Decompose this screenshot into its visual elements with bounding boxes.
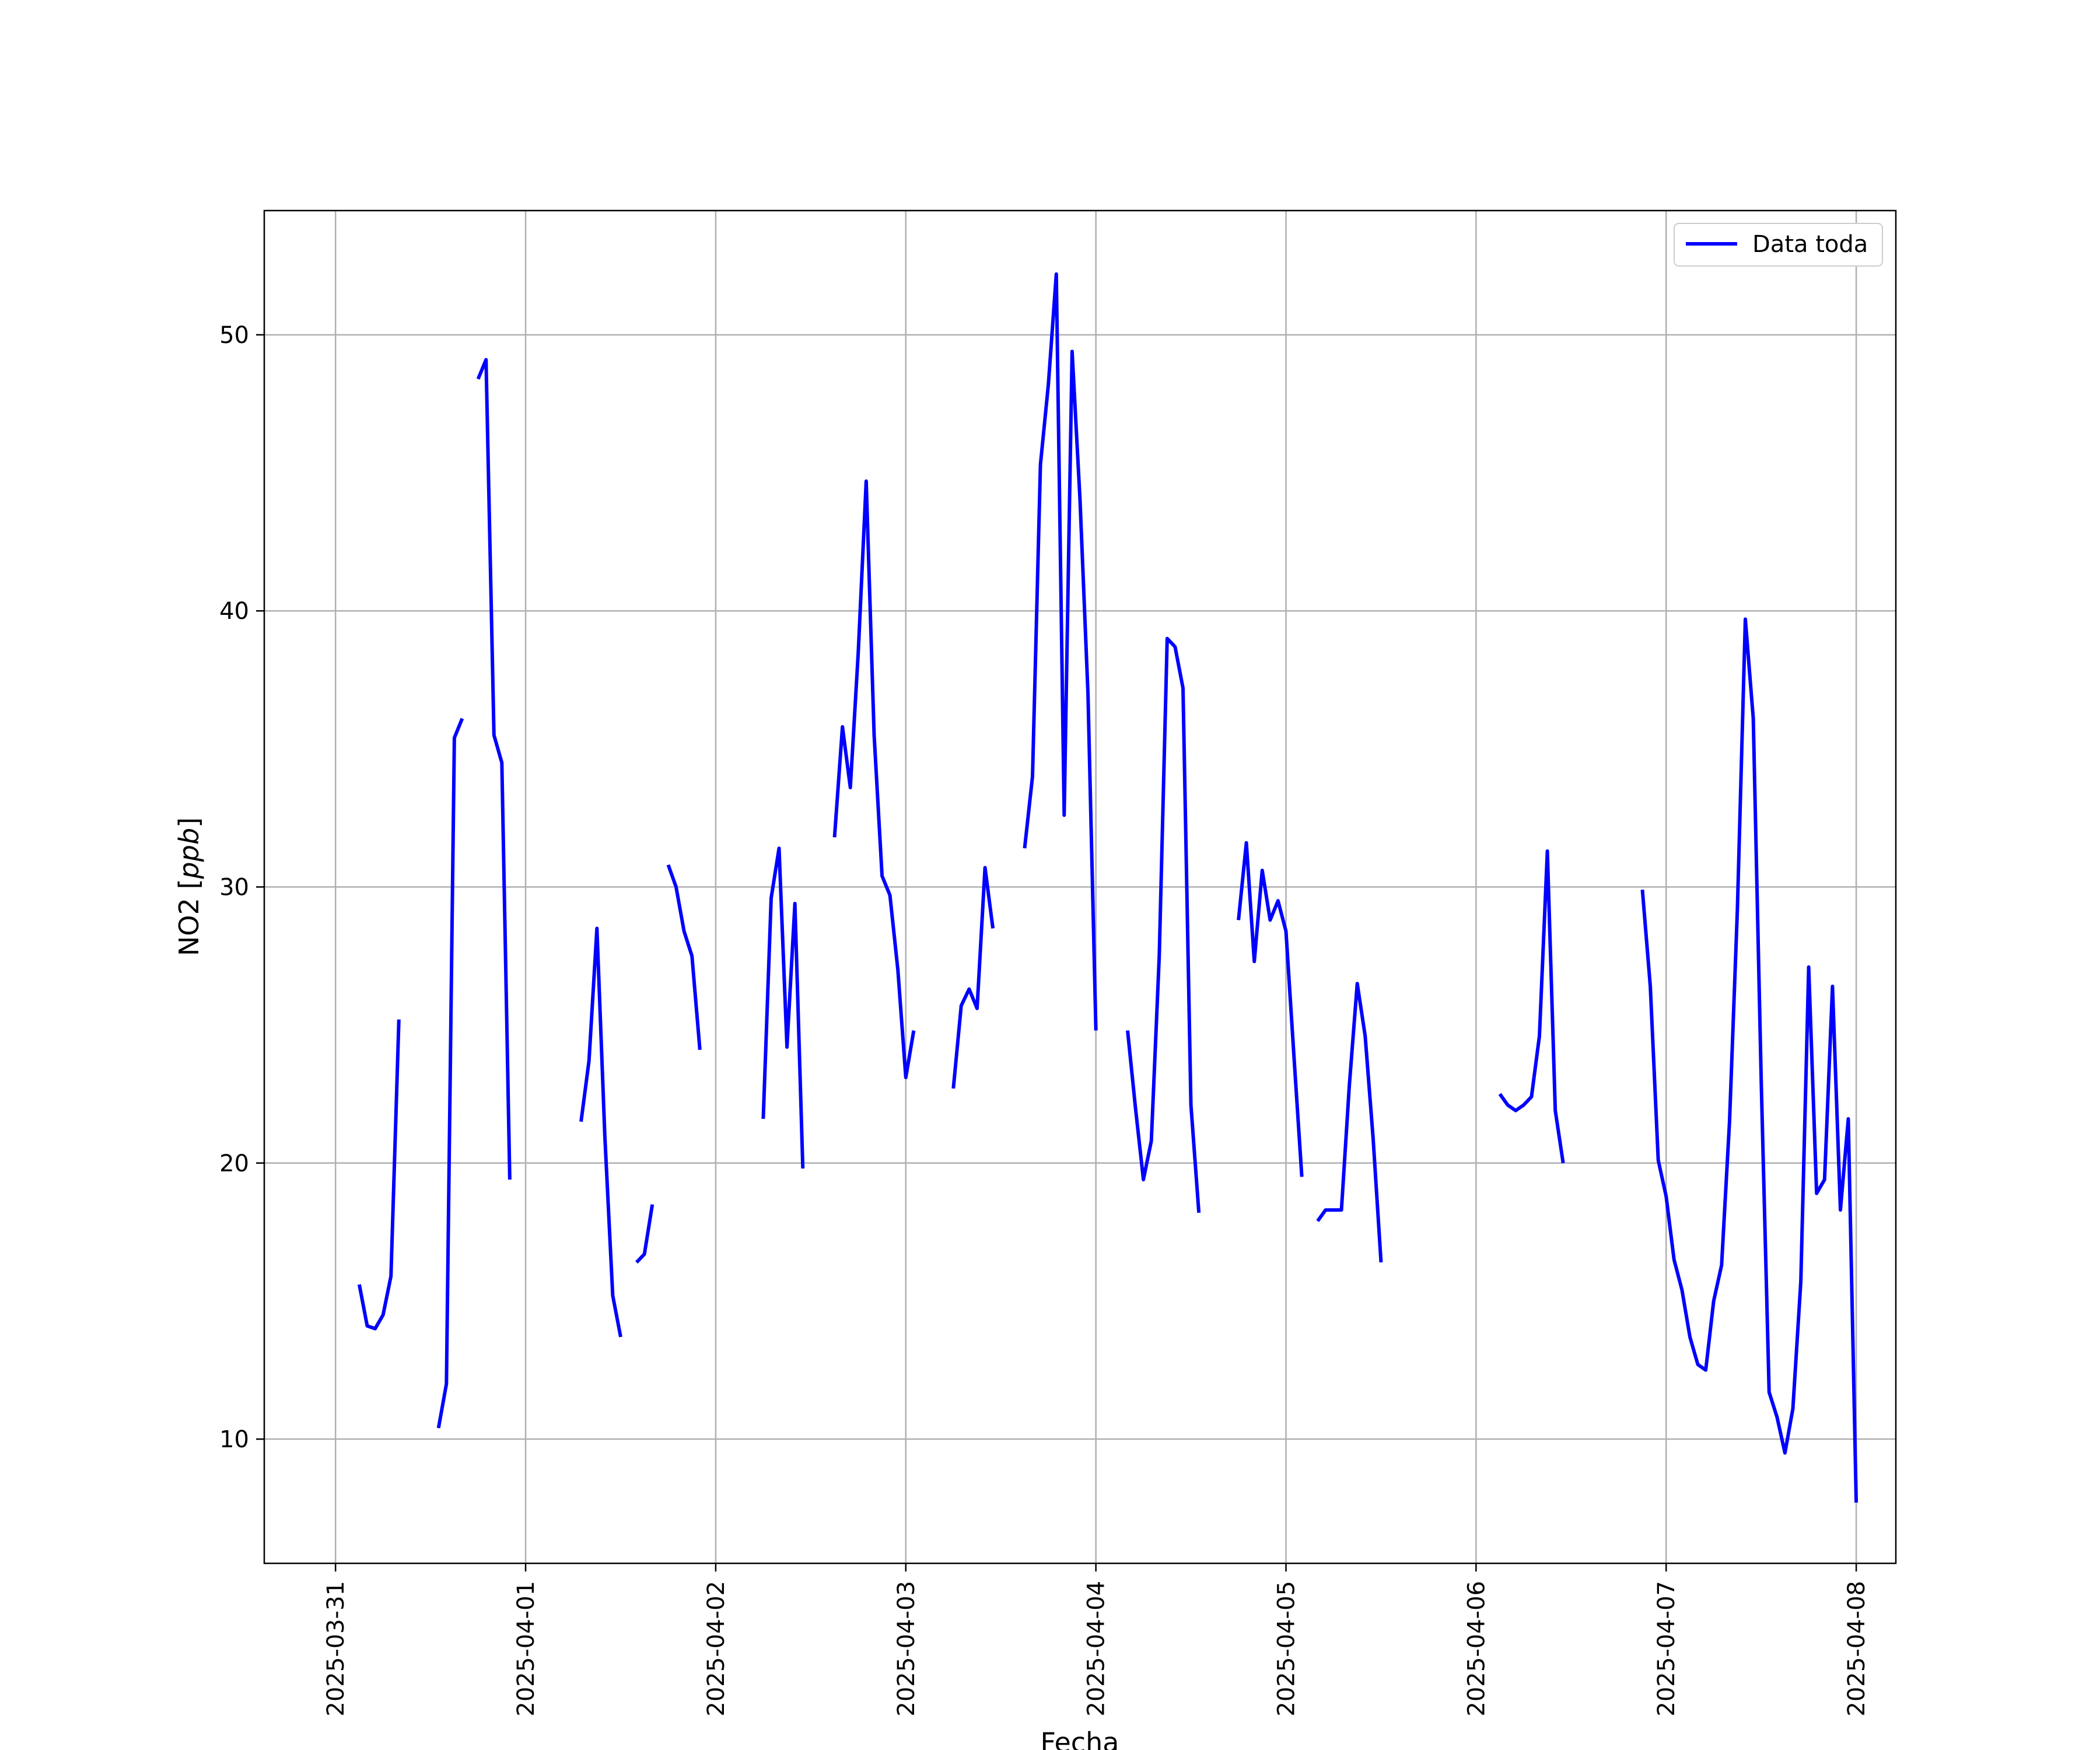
series-line-segment bbox=[1498, 849, 1565, 1164]
series-line-segment bbox=[761, 846, 805, 1169]
x-axis: 2025-03-31 2025-04-01 2025-04-02 2025-04-03… bbox=[323, 1563, 1870, 1716]
series-line-segment bbox=[1023, 272, 1098, 1031]
y-tick-label: 50 bbox=[219, 322, 249, 349]
x-tick-label: 2025-04-08 bbox=[1843, 1581, 1870, 1716]
series-line-segment bbox=[1316, 982, 1383, 1263]
y-tick-label: 20 bbox=[219, 1150, 249, 1177]
x-tick-label: 2025-04-04 bbox=[1083, 1581, 1110, 1716]
x-tick-label: 2025-04-02 bbox=[703, 1581, 730, 1716]
x-tick-label: 2025-04-03 bbox=[893, 1581, 920, 1716]
legend: Data toda bbox=[1674, 223, 1883, 267]
y-axis-label-unit: ppb bbox=[173, 828, 205, 880]
series-line-segment bbox=[436, 718, 464, 1429]
x-tick-label: 2025-04-07 bbox=[1653, 1581, 1680, 1716]
series-line-segment bbox=[357, 1019, 401, 1331]
x-tick-label: 2025-04-01 bbox=[513, 1581, 540, 1716]
legend-label: Data toda bbox=[1752, 231, 1868, 258]
series-line-segment bbox=[1237, 841, 1304, 1177]
y-axis-label: NO2 [ppb] bbox=[173, 817, 205, 956]
y-axis: 10 20 30 40 50 bbox=[219, 322, 264, 1453]
grid bbox=[264, 211, 1896, 1563]
x-axis-label: Fecha bbox=[1041, 1727, 1119, 1750]
series-layer bbox=[357, 272, 1859, 1503]
series-line-segment bbox=[666, 864, 702, 1050]
x-tick-label: 2025-04-05 bbox=[1273, 1581, 1300, 1716]
series-line-segment bbox=[635, 1204, 654, 1264]
series-line-segment bbox=[1126, 636, 1201, 1213]
y-axis-label-main: NO2 [ bbox=[173, 879, 205, 956]
series-line-segment bbox=[476, 358, 512, 1180]
y-tick-label: 10 bbox=[219, 1426, 249, 1453]
legend-box bbox=[1674, 223, 1883, 267]
y-tick-label: 40 bbox=[219, 598, 249, 625]
series-line-segment bbox=[1640, 617, 1859, 1503]
x-tick-label: 2025-03-31 bbox=[323, 1581, 349, 1716]
x-tick-label: 2025-04-06 bbox=[1463, 1581, 1490, 1716]
series-line-segment bbox=[832, 479, 916, 1080]
y-axis-label-close: ] bbox=[173, 817, 205, 828]
y-tick-label: 30 bbox=[219, 874, 249, 901]
series-line-segment bbox=[579, 926, 622, 1338]
series-line-segment bbox=[951, 866, 995, 1089]
